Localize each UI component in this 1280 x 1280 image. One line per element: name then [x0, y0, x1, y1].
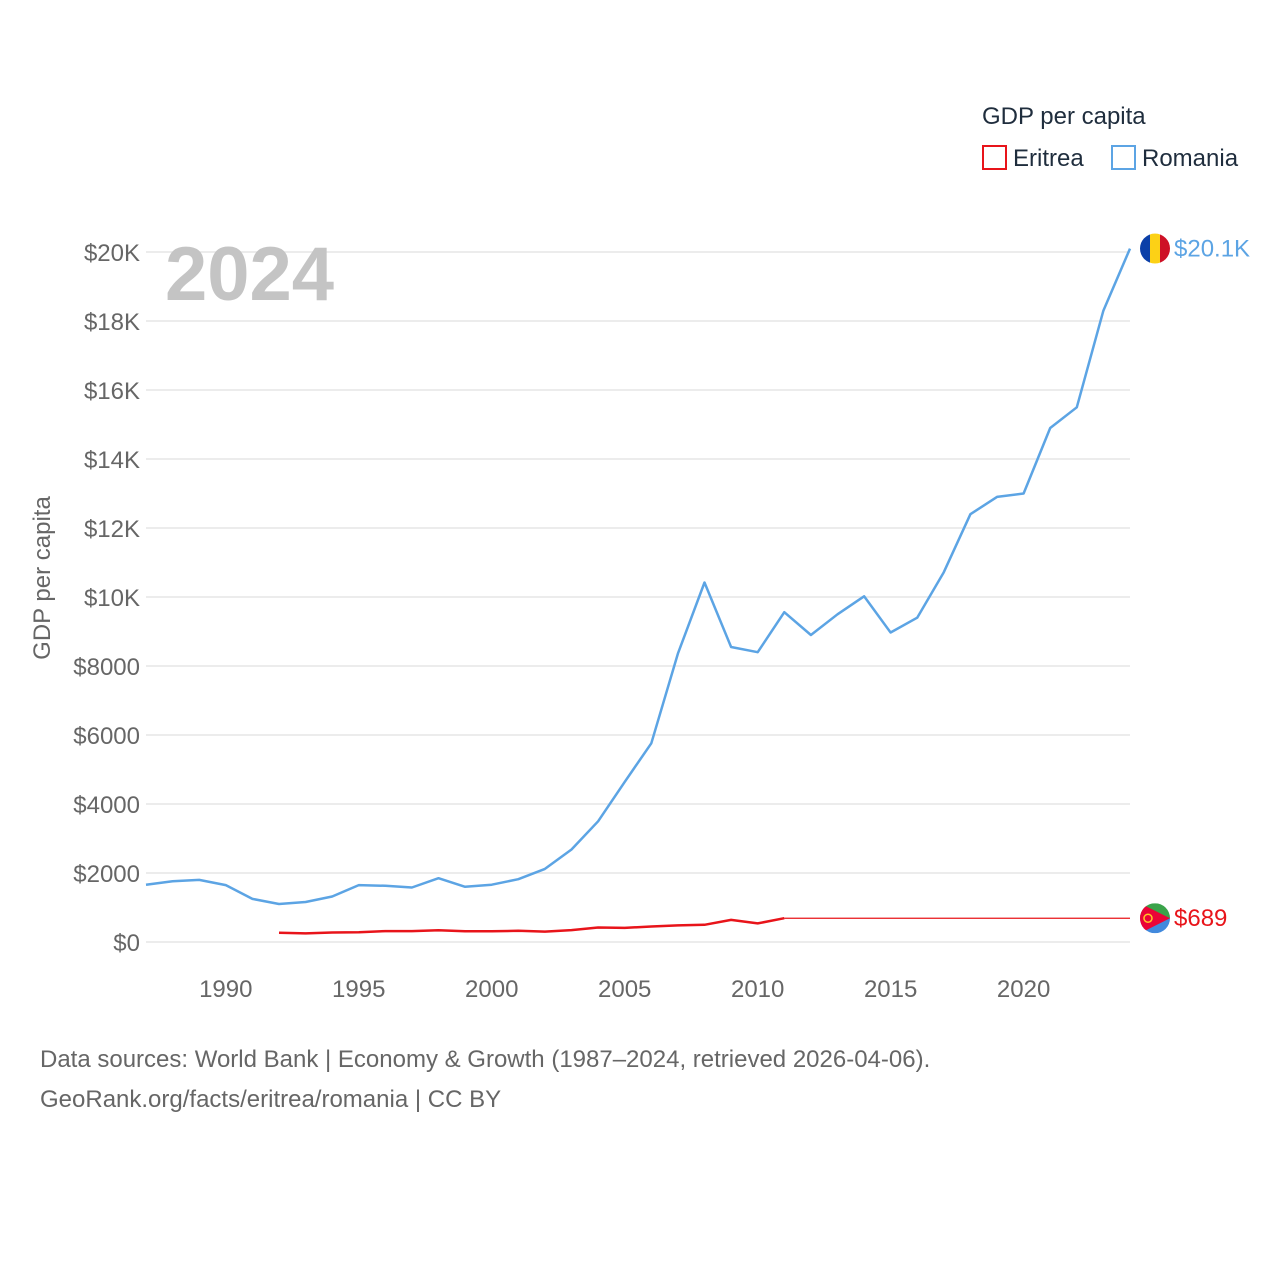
series-layer: [145, 248, 1132, 935]
footer: Data sources: World Bank | Economy & Gro…: [40, 1040, 930, 1120]
series-line-eritrea[interactable]: [278, 916, 785, 935]
x-axis-ticks: 1990 1995 2000 2005 2010 2015 2020: [199, 976, 1050, 1003]
y-tick-label: $0: [113, 930, 140, 957]
y-tick-label: $20K: [84, 240, 140, 267]
grid-layer: [146, 251, 1130, 943]
y-tick-label: $14K: [84, 447, 140, 474]
y-tick-label: $16K: [84, 378, 140, 405]
legend-label-eritrea: Eritrea: [1013, 145, 1084, 172]
legend-item-romania[interactable]: Romania: [1111, 145, 1239, 172]
y-tick-label: $12K: [84, 516, 140, 543]
y-axis-title: GDP per capita: [29, 496, 56, 660]
eritrea-flag-icon: [1140, 903, 1170, 934]
y-tick-label: $8000: [73, 654, 140, 681]
legend-label-romania: Romania: [1142, 145, 1239, 172]
data-sources-text: Data sources: World Bank | Economy & Gro…: [40, 1046, 931, 1073]
y-tick-label: $10K: [84, 585, 140, 612]
x-tick-label: 2010: [731, 976, 784, 1003]
end-labels: $689 $20.1K: [1140, 233, 1250, 934]
y-tick-label: $4000: [73, 792, 140, 819]
romania-flag-icon: [1140, 233, 1170, 264]
year-watermark: 2024: [165, 232, 334, 317]
legend-item-eritrea[interactable]: Eritrea: [982, 145, 1084, 172]
y-axis-ticks: $0 $2000 $4000 $6000 $8000 $10K $12K $14K $16K $1…: [73, 240, 140, 957]
y-tick-label: $6000: [73, 723, 140, 750]
x-tick-label: 1990: [199, 976, 252, 1003]
x-tick-label: 2020: [997, 976, 1050, 1003]
x-tick-label: 1995: [332, 976, 385, 1003]
legend[interactable]: GDP per capita Eritrea Romania: [982, 103, 1239, 172]
y-tick-label: $2000: [73, 861, 140, 888]
credit-link[interactable]: GeoRank.org/facts/eritrea/romania | CC B…: [40, 1086, 502, 1113]
series-line-romania[interactable]: [145, 248, 1132, 906]
end-value-label-romania: $20.1K: [1174, 236, 1250, 263]
x-tick-label: 2000: [465, 976, 518, 1003]
x-tick-label: 2015: [864, 976, 917, 1003]
legend-swatch-eritrea: [982, 145, 1007, 170]
legend-title: GDP per capita: [982, 103, 1146, 130]
end-value-label-eritrea: $689: [1174, 905, 1227, 932]
y-tick-label: $18K: [84, 309, 140, 336]
x-tick-label: 2005: [598, 976, 651, 1003]
legend-swatch-romania: [1111, 145, 1136, 170]
